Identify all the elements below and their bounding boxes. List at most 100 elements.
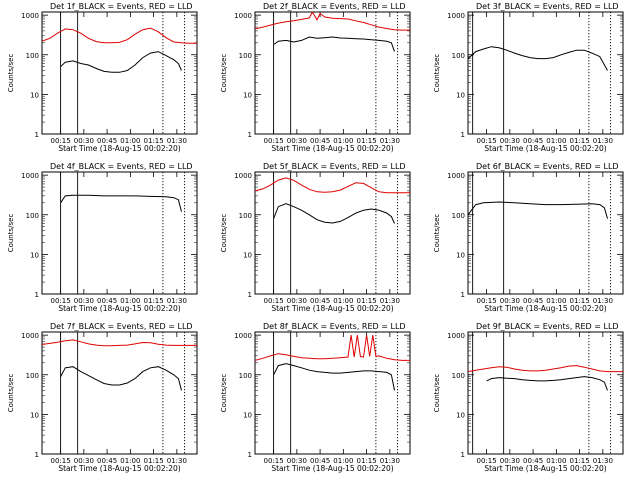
y-axis-label: Counts/sec	[220, 54, 228, 93]
series-group	[255, 177, 410, 224]
y-axis-label: Counts/sec	[7, 374, 15, 413]
y-axis-label: Counts/sec	[220, 214, 228, 253]
x-tick-label: 00:15	[51, 297, 71, 305]
x-tick-label: 01:00	[333, 297, 353, 305]
x-tick-label: 01:00	[333, 137, 353, 145]
y-tick-label: 1	[35, 291, 39, 299]
x-tick-label: 00:15	[264, 137, 284, 145]
x-tick-label: 01:00	[546, 137, 566, 145]
series-group	[255, 12, 410, 52]
y-tick-label: 1000	[21, 12, 39, 20]
panel-title: Det 1f_BLACK = Events, RED = LLD	[50, 2, 193, 11]
series-group	[468, 46, 608, 71]
series-line-lld	[468, 365, 623, 373]
y-tick-label: 1000	[234, 172, 252, 180]
y-tick-label: 100	[239, 52, 252, 60]
x-tick-label: 00:15	[477, 137, 497, 145]
x-tick-label: 01:30	[593, 297, 613, 305]
x-tick-label: 01:15	[144, 297, 164, 305]
y-tick-label: 1	[248, 131, 252, 139]
x-tick-label: 01:00	[546, 457, 566, 465]
series-group	[468, 201, 608, 219]
plot-frame	[467, 331, 624, 455]
x-tick-label: 01:00	[120, 137, 140, 145]
y-tick-label: 100	[452, 52, 465, 60]
series-line-lld	[255, 12, 410, 31]
y-tick-label: 10	[243, 411, 252, 419]
x-tick-label: 00:45	[523, 137, 543, 145]
panel-title: Det 8f_BLACK = Events, RED = LLD	[263, 322, 406, 331]
y-tick-label: 10	[30, 251, 39, 259]
x-tick-label: 01:15	[144, 137, 164, 145]
series-line-lld	[42, 339, 197, 347]
x-tick-label: 00:30	[500, 137, 520, 145]
series-line-events	[468, 201, 608, 219]
y-tick-label: 1000	[234, 332, 252, 340]
panel-2: Det 2f_BLACK = Events, RED = LLD 1 10 100 10…	[220, 2, 411, 153]
panel-title: Det 7f_BLACK = Events, RED = LLD	[50, 322, 193, 331]
x-tick-label: 01:15	[357, 137, 377, 145]
y-tick-label: 10	[456, 91, 465, 99]
x-tick-label: 01:30	[380, 297, 400, 305]
series-line-lld	[255, 335, 410, 361]
x-tick-label: 01:15	[357, 297, 377, 305]
x-tick-label: 01:15	[570, 137, 590, 145]
panel-7: Det 7f_BLACK = Events, RED = LLD 1 10 100 10…	[7, 322, 198, 473]
x-tick-label: 01:00	[546, 297, 566, 305]
x-tick-label: 01:00	[120, 457, 140, 465]
x-tick-label: 00:45	[310, 457, 330, 465]
y-tick-label: 1000	[447, 172, 465, 180]
x-tick-label: 00:15	[51, 457, 71, 465]
x-tick-label: 00:30	[287, 297, 307, 305]
plot-frame	[41, 171, 198, 295]
y-tick-label: 1	[461, 131, 465, 139]
panel-title: Det 3f_BLACK = Events, RED = LLD	[476, 2, 619, 11]
y-axis-label: Counts/sec	[433, 214, 441, 253]
x-tick-label: 00:45	[523, 297, 543, 305]
panel-4: Det 4f_BLACK = Events, RED = LLD 1 10 100 10…	[7, 162, 198, 313]
x-tick-label: 00:45	[97, 297, 117, 305]
plot-frame	[41, 11, 198, 135]
y-tick-label: 10	[243, 251, 252, 259]
panel-title: Det 2f_BLACK = Events, RED = LLD	[263, 2, 406, 11]
y-tick-label: 100	[239, 372, 252, 380]
x-tick-label: 00:15	[477, 297, 497, 305]
x-tick-label: 01:30	[593, 137, 613, 145]
x-tick-label: 01:00	[120, 297, 140, 305]
x-tick-label: 01:30	[380, 457, 400, 465]
y-axis-label: Counts/sec	[7, 54, 15, 93]
x-tick-label: 00:45	[97, 137, 117, 145]
y-tick-label: 1	[461, 291, 465, 299]
series-line-events	[486, 376, 608, 391]
y-tick-label: 100	[239, 212, 252, 220]
x-tick-label: 01:30	[593, 457, 613, 465]
plot-frame	[254, 171, 411, 295]
panel-8: Det 8f_BLACK = Events, RED = LLD 1 10 100 10…	[220, 322, 411, 473]
panel-6: Det 6f_BLACK = Events, RED = LLD 1 10 100 10…	[433, 162, 624, 313]
panel-1: Det 1f_BLACK = Events, RED = LLD 1 10 100 10…	[7, 2, 198, 153]
x-tick-label: 00:45	[97, 457, 117, 465]
series-line-events	[60, 194, 182, 212]
x-tick-label: 00:30	[74, 457, 94, 465]
y-tick-label: 100	[26, 52, 39, 60]
x-axis-label: Start Time (18-Aug-15 00:02:20)	[484, 144, 606, 153]
plot-frame	[467, 11, 624, 135]
y-tick-label: 1	[461, 451, 465, 459]
x-tick-label: 01:15	[357, 457, 377, 465]
x-tick-label: 00:30	[74, 137, 94, 145]
x-axis-label: Start Time (18-Aug-15 00:02:20)	[484, 464, 606, 473]
panel-title: Det 4f_BLACK = Events, RED = LLD	[50, 162, 193, 171]
series-group	[42, 27, 197, 73]
x-axis-label: Start Time (18-Aug-15 00:02:20)	[271, 144, 393, 153]
x-tick-label: 01:15	[570, 297, 590, 305]
series-line-events	[468, 46, 608, 71]
panel-title: Det 5f_BLACK = Events, RED = LLD	[263, 162, 406, 171]
series-group	[468, 365, 623, 391]
y-axis-label: Counts/sec	[433, 374, 441, 413]
series-line-events	[60, 366, 182, 391]
x-tick-label: 00:30	[74, 297, 94, 305]
x-tick-label: 00:30	[500, 297, 520, 305]
series-line-lld	[42, 27, 197, 44]
y-tick-label: 1000	[21, 172, 39, 180]
plot-frame	[254, 331, 411, 455]
